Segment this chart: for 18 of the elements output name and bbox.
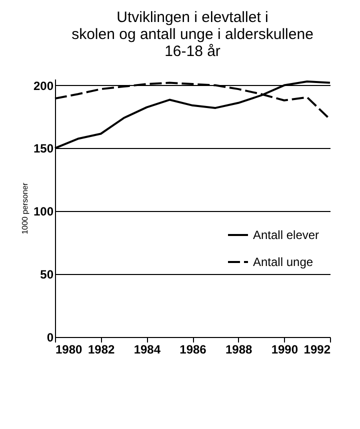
x-tick-label: 1992 (304, 342, 331, 356)
legend-label: Antall unge (253, 255, 314, 269)
y-tick-label: 100 (33, 204, 54, 219)
y-tick-label: 200 (33, 78, 54, 93)
y-tick-label: 0 (46, 330, 54, 344)
legend-label: Antall elever (253, 228, 320, 242)
y-axis-title: 1000 personer (20, 182, 30, 234)
x-tick-label: 1980 (56, 342, 83, 356)
y-tick-label: 150 (33, 142, 54, 156)
x-tick-label: 1984 (134, 342, 161, 356)
x-tick-label: 1988 (225, 342, 253, 356)
text: Utviklingen i elevtallet i (116, 9, 268, 26)
x-tick-label: 1986 (180, 342, 207, 356)
x-tick-label: 1982 (88, 342, 116, 356)
x-tick-label: 1990 (271, 342, 298, 356)
y-tick-label: 50 (40, 268, 54, 282)
text: skolen og antall unge i alderskullene (72, 26, 314, 43)
text: 16-18 år (164, 43, 220, 60)
